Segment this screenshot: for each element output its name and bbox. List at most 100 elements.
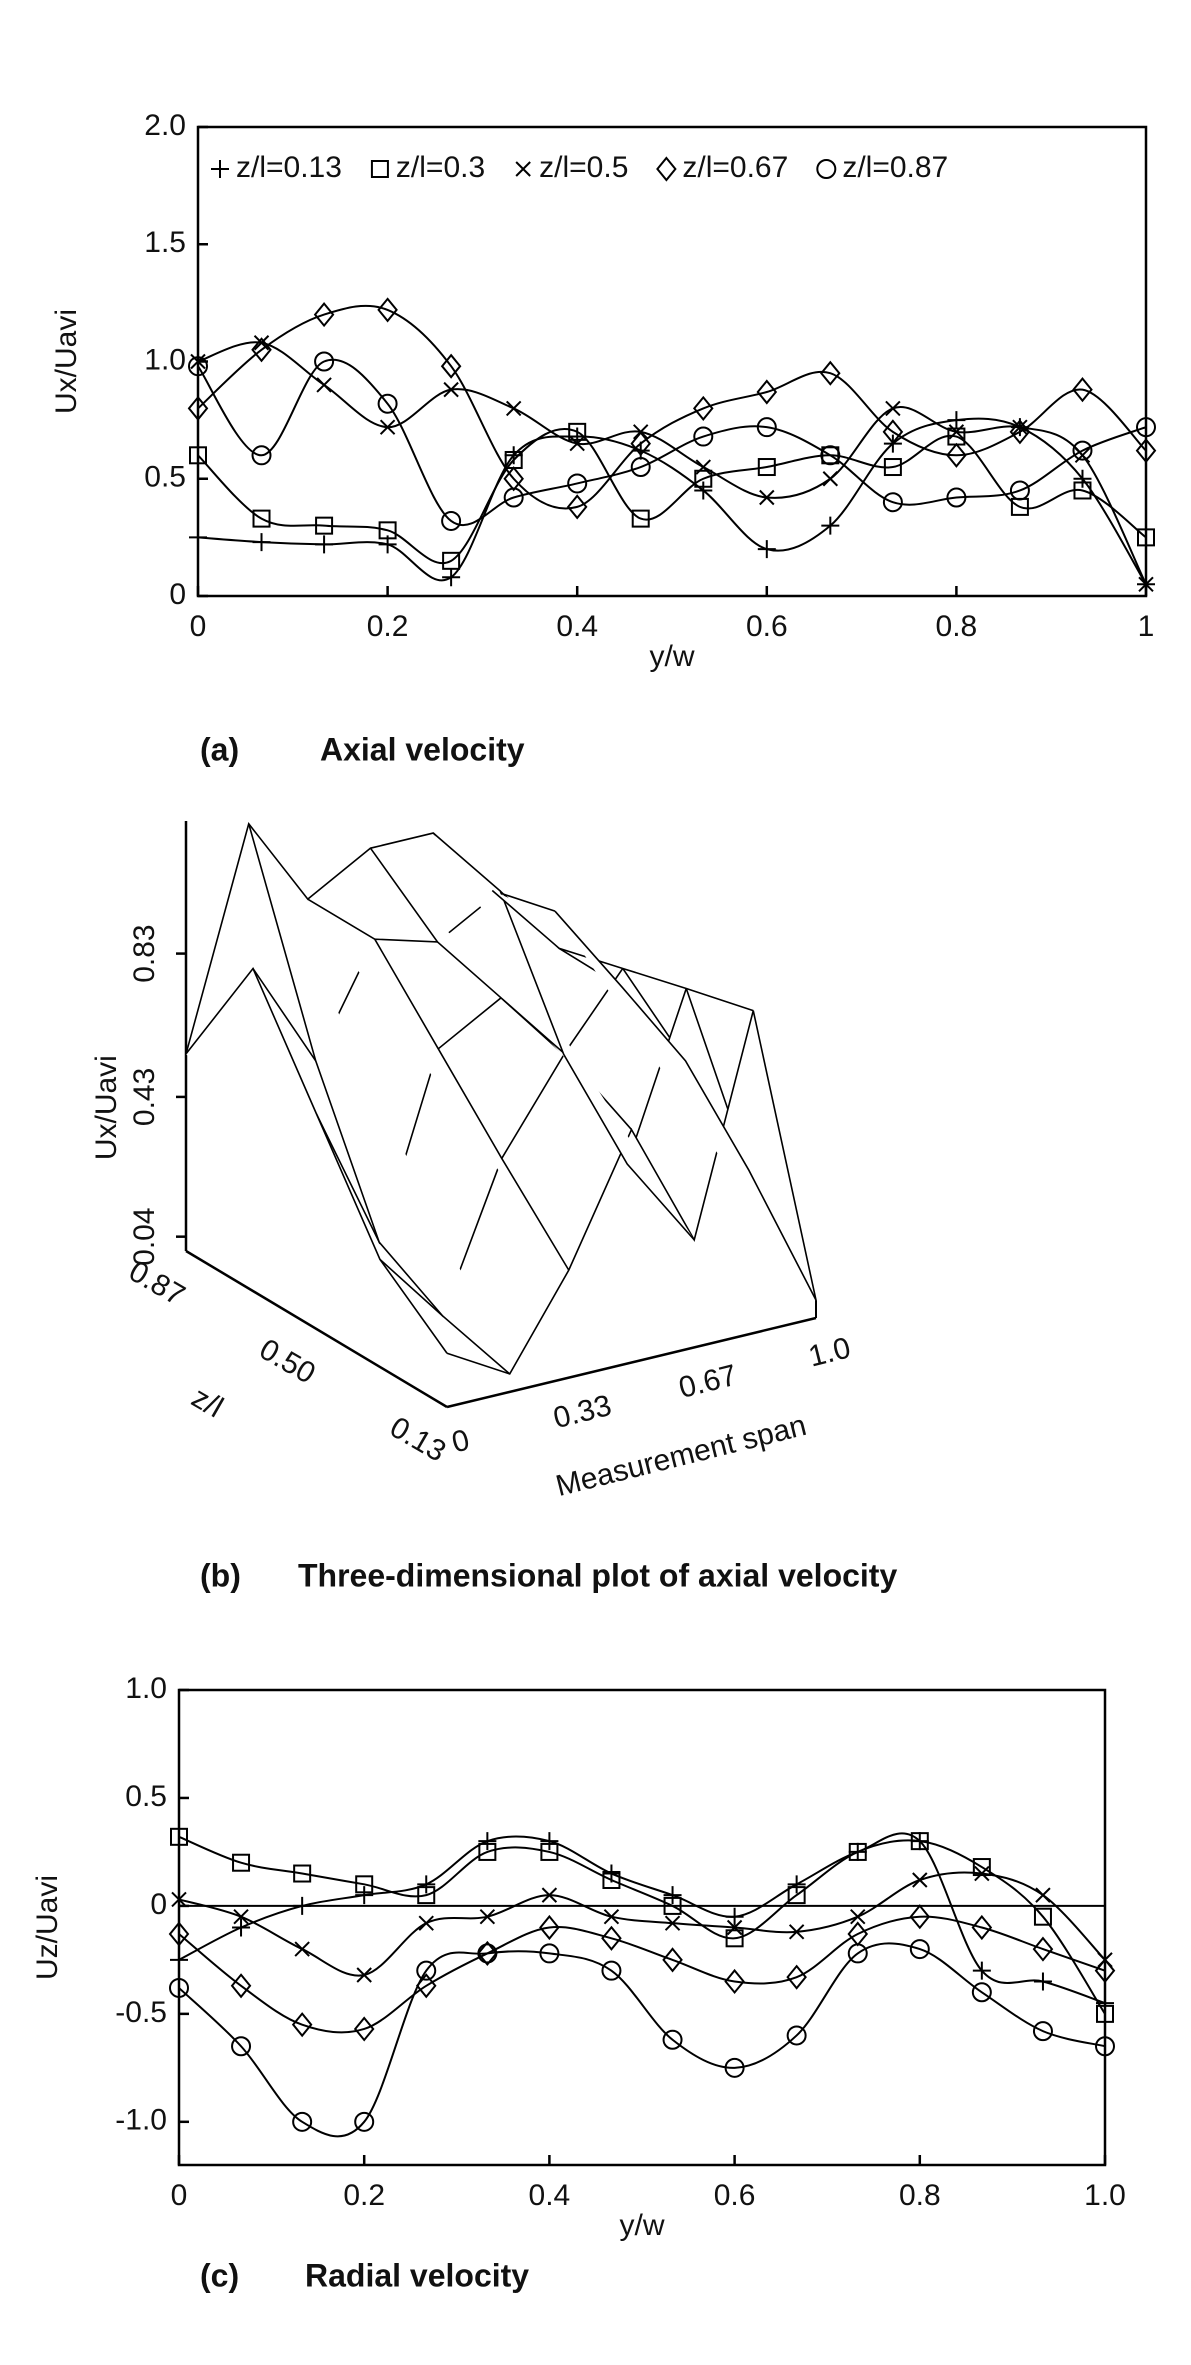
caption: Axial velocity (320, 731, 525, 767)
marker (882, 419, 904, 445)
marker (188, 356, 208, 377)
marker (170, 1827, 188, 1846)
marker (948, 424, 965, 440)
legend-marker (515, 161, 531, 177)
marker (947, 411, 966, 430)
x-axis (446, 1316, 817, 1409)
marker (693, 426, 714, 447)
x-tick-label: 0.2 (367, 610, 409, 643)
marker (416, 1960, 437, 1981)
marker (539, 1914, 560, 1941)
y-tick-label: 0 (169, 578, 186, 611)
marker (630, 430, 652, 457)
y-axis (185, 1249, 448, 1409)
caption: Radial velocity (305, 2257, 529, 2293)
marker (601, 1960, 622, 1981)
marker (1073, 469, 1092, 488)
legend-label: z/l=0.87 (842, 151, 948, 184)
marker (232, 1918, 251, 1937)
marker (820, 360, 841, 386)
marker (1137, 528, 1155, 547)
y-tick-label: 1.0 (125, 1672, 167, 1705)
marker (946, 487, 967, 508)
marker (663, 1896, 682, 1915)
marker (442, 551, 461, 570)
marker (355, 1875, 374, 1894)
marker (695, 459, 711, 475)
fit-curve (197, 358, 1147, 527)
marker (189, 446, 207, 465)
marker (568, 422, 587, 441)
marker (1032, 2021, 1053, 2042)
marker (442, 568, 461, 587)
legend-label: z/l=0.5 (539, 151, 628, 184)
fit-curve (197, 417, 1147, 585)
marker (1074, 447, 1091, 464)
fit-curve (197, 304, 1147, 510)
marker (251, 337, 272, 363)
surface-column (247, 823, 511, 1375)
marker (662, 1947, 683, 1973)
marker (170, 1950, 188, 1969)
x-axis-title: y/w (620, 2209, 665, 2242)
x-axis-title: y/w (650, 640, 695, 673)
y-tick-label: -1.0 (115, 2104, 167, 2137)
surface-column (491, 889, 754, 1012)
marker (169, 1977, 189, 1998)
y-tick-label: 1.0 (144, 343, 186, 376)
fit-curve (197, 341, 1147, 585)
marker (190, 353, 206, 370)
marker (786, 2025, 807, 2046)
y-tick-label: 0 (150, 1888, 167, 1921)
x-tick-label: 0.8 (899, 2179, 941, 2212)
marker (315, 535, 334, 554)
marker (972, 1961, 991, 1980)
marker (757, 458, 776, 477)
y-axis-title: z/l (186, 1381, 228, 1425)
marker (293, 1896, 312, 1915)
marker (725, 1929, 744, 1948)
marker (788, 1924, 805, 1940)
marker (974, 1865, 990, 1882)
marker (821, 516, 840, 535)
surface-column (307, 898, 570, 1271)
marker (441, 510, 462, 531)
marker (541, 1887, 558, 1903)
marker (1135, 438, 1157, 464)
surface-column (185, 967, 448, 1354)
z-tick-label: 0.04 (128, 1207, 161, 1265)
caption: Three-dimensional plot of axial velocity (298, 1557, 897, 1593)
x-tick-label: 0.67 (676, 1359, 741, 1405)
legend-marker (816, 159, 837, 179)
y-tick-label: 0.5 (144, 461, 186, 494)
marker (848, 1842, 867, 1861)
legend-marker (370, 160, 389, 178)
marker (1033, 1972, 1052, 1991)
y-tick-label: 1.5 (144, 226, 186, 259)
marker (540, 1832, 559, 1851)
fit-curve (178, 1835, 1106, 2015)
marker (189, 528, 207, 547)
marker (847, 1943, 868, 1964)
marker (252, 509, 271, 528)
marker (293, 1864, 312, 1883)
marker (505, 400, 522, 417)
marker (171, 1891, 187, 1908)
marker (912, 1872, 928, 1888)
x-tick-label: 1.0 (805, 1331, 853, 1373)
x-tick-label: 0 (449, 1423, 473, 1459)
fit-curve (178, 1942, 1106, 2138)
marker (503, 487, 524, 508)
y-tick-label: 0.50 (254, 1333, 321, 1391)
x-tick-label: 0.33 (550, 1389, 615, 1435)
marker (757, 540, 776, 559)
x-tick-label: 1.0 (1084, 2179, 1126, 2212)
marker (187, 395, 209, 421)
marker (168, 1921, 190, 1947)
marker (971, 1914, 993, 1941)
marker (602, 1871, 621, 1889)
marker (909, 1939, 930, 1960)
marker (1095, 2036, 1115, 2057)
marker (231, 2036, 252, 2057)
